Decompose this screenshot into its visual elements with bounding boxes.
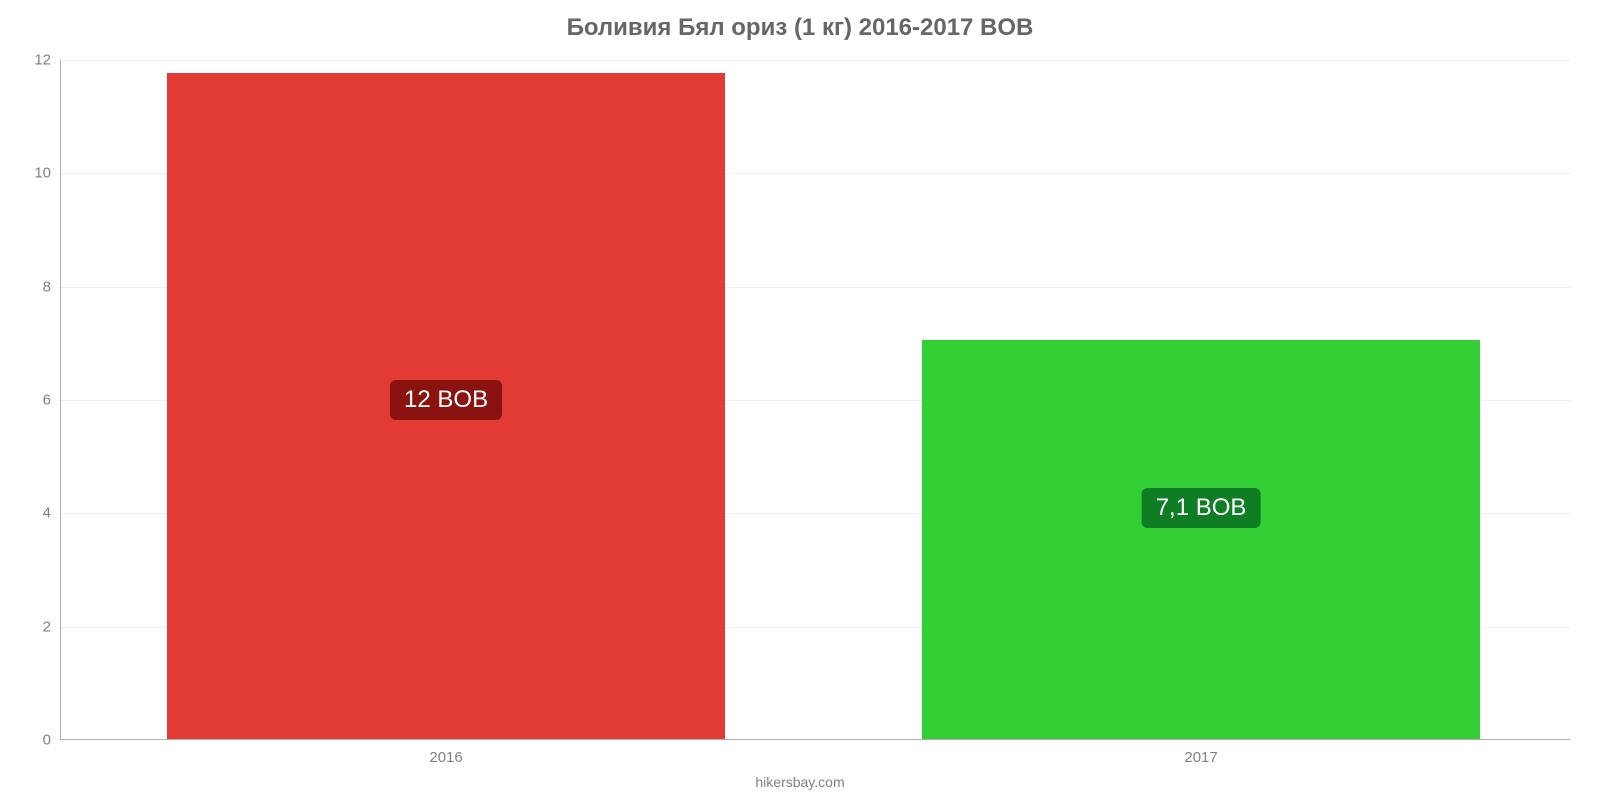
x-tick-label: 2016 bbox=[429, 739, 462, 766]
x-tick-label: 2017 bbox=[1184, 739, 1217, 766]
chart-title: Боливия Бял ориз (1 кг) 2016-2017 BOB bbox=[0, 14, 1600, 42]
y-tick-label: 2 bbox=[43, 618, 61, 635]
bar-value-label: 12 BOB bbox=[390, 380, 502, 420]
y-tick-label: 8 bbox=[43, 278, 61, 295]
plot-area: 024681012201612 BOB20177,1 BOB bbox=[60, 60, 1570, 740]
y-tick-label: 12 bbox=[34, 52, 61, 69]
y-tick-label: 10 bbox=[34, 165, 61, 182]
y-tick-label: 6 bbox=[43, 392, 61, 409]
y-tick-label: 0 bbox=[43, 732, 61, 749]
attribution-text: hikersbay.com bbox=[755, 774, 844, 790]
gridline bbox=[61, 60, 1570, 61]
bar-value-label: 7,1 BOB bbox=[1142, 488, 1261, 528]
y-tick-label: 4 bbox=[43, 505, 61, 522]
chart-container: Боливия Бял ориз (1 кг) 2016-2017 BOB 02… bbox=[0, 0, 1600, 800]
bar bbox=[922, 340, 1481, 740]
